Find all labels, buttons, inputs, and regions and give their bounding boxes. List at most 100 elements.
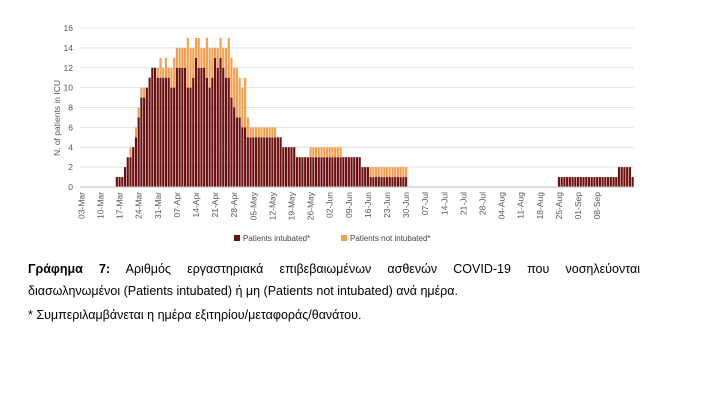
legend-label-intubated: Patients intubated* — [243, 234, 310, 243]
bar-not-intubated — [249, 127, 252, 138]
bar-not-intubated — [271, 127, 274, 138]
x-tick-label: 14-Apr — [191, 192, 201, 218]
bar-intubated — [615, 177, 618, 187]
bar-intubated — [380, 177, 383, 187]
bar-not-intubated — [184, 47, 187, 68]
bar-intubated — [263, 137, 266, 187]
bar-intubated — [284, 147, 288, 187]
bar-intubated — [574, 177, 577, 187]
bar-intubated — [331, 157, 334, 187]
y-axis-label: N. of patients in ICU — [52, 80, 62, 156]
bar-not-intubated — [385, 167, 389, 178]
bar-intubated — [377, 177, 380, 187]
bar-intubated — [587, 177, 591, 187]
legend-swatch-not-intubated — [341, 235, 347, 241]
bar-intubated — [402, 177, 405, 187]
bar-intubated — [355, 157, 359, 187]
bar-not-intubated — [219, 37, 222, 58]
bar-intubated — [274, 137, 277, 187]
bar-intubated — [184, 67, 187, 187]
bar-not-intubated — [339, 147, 342, 158]
x-tick-label: 24-Mar — [134, 192, 144, 219]
bar-intubated — [593, 177, 596, 187]
bar-intubated — [148, 77, 151, 187]
bar-intubated — [211, 77, 214, 187]
bar-intubated — [164, 77, 168, 187]
bar-intubated — [260, 137, 263, 187]
bar-intubated — [626, 167, 629, 188]
y-tick-label: 2 — [68, 162, 73, 172]
bar-not-intubated — [246, 117, 249, 138]
bar-not-intubated — [162, 67, 165, 78]
bar-intubated — [137, 117, 140, 187]
bar-intubated — [216, 67, 219, 187]
x-tick-label: 18-Aug — [535, 192, 545, 220]
bar-intubated — [115, 177, 118, 187]
icu-chart: 0 2 4 6 8 10 12 14 16 N. of patients in ICU 03-M… — [52, 23, 634, 243]
bar-not-intubated — [244, 77, 247, 128]
x-tick-label: 04-Aug — [497, 192, 507, 220]
bar-intubated — [631, 177, 634, 187]
bar-not-intubated — [173, 57, 176, 88]
bar-not-intubated — [252, 127, 255, 138]
bar-intubated — [383, 177, 386, 187]
bar-not-intubated — [216, 47, 219, 68]
bar-intubated — [181, 67, 184, 187]
bar-intubated — [394, 177, 397, 187]
bar-intubated — [153, 67, 157, 187]
bar-not-intubated — [230, 57, 233, 98]
bar-not-intubated — [377, 167, 380, 178]
bar-intubated — [620, 167, 623, 188]
y-tick-label: 4 — [68, 142, 73, 152]
bar-intubated — [320, 157, 323, 187]
bar-not-intubated — [328, 147, 331, 158]
x-tick-label: 21-Apr — [210, 192, 220, 218]
bar-not-intubated — [178, 47, 181, 68]
bar-not-intubated — [189, 47, 192, 88]
x-tick-label: 23-Jun — [382, 192, 392, 218]
bar-not-intubated — [134, 127, 138, 138]
bar-intubated — [227, 77, 230, 187]
bar-intubated — [238, 117, 241, 187]
bar-not-intubated — [334, 147, 337, 158]
bar-not-intubated — [331, 147, 334, 158]
bar-intubated — [268, 137, 271, 187]
bar-intubated — [361, 167, 364, 188]
x-tick-label: 12-May — [267, 191, 277, 220]
x-tick-label: 08-Sep — [592, 192, 602, 220]
bar-not-intubated — [317, 147, 320, 158]
y-tick-label: 0 — [68, 182, 73, 192]
bar-intubated — [293, 147, 296, 187]
bar-not-intubated — [235, 67, 238, 118]
bar-intubated — [235, 117, 238, 187]
bar-intubated — [334, 157, 337, 187]
bar-intubated — [585, 177, 588, 187]
bar-intubated — [304, 157, 307, 187]
bar-intubated — [315, 157, 318, 187]
bar-not-intubated — [268, 127, 271, 138]
bar-intubated — [295, 157, 299, 187]
bar-intubated — [214, 57, 217, 188]
bar-intubated — [173, 87, 176, 188]
bar-not-intubated — [186, 37, 189, 88]
bar-not-intubated — [137, 107, 140, 118]
bar-intubated — [325, 157, 329, 187]
y-tick-label: 14 — [64, 43, 74, 53]
bar-intubated — [598, 177, 601, 187]
bar-intubated — [298, 157, 301, 187]
bar-intubated — [557, 177, 561, 187]
x-tick-label: 02-Jun — [325, 192, 335, 218]
bar-intubated — [194, 57, 198, 188]
bar-intubated — [175, 67, 178, 187]
bar-intubated — [596, 177, 599, 187]
legend-swatch-intubated — [234, 235, 240, 241]
bar-not-intubated — [167, 67, 170, 78]
x-tick-label: 28-Jul — [478, 192, 488, 215]
y-tick-label: 12 — [64, 63, 74, 73]
bar-intubated — [353, 157, 356, 187]
bar-intubated — [186, 87, 189, 188]
bar-intubated — [140, 97, 143, 187]
bar-intubated — [167, 77, 170, 187]
bar-intubated — [388, 177, 391, 187]
bar-not-intubated — [263, 127, 266, 138]
